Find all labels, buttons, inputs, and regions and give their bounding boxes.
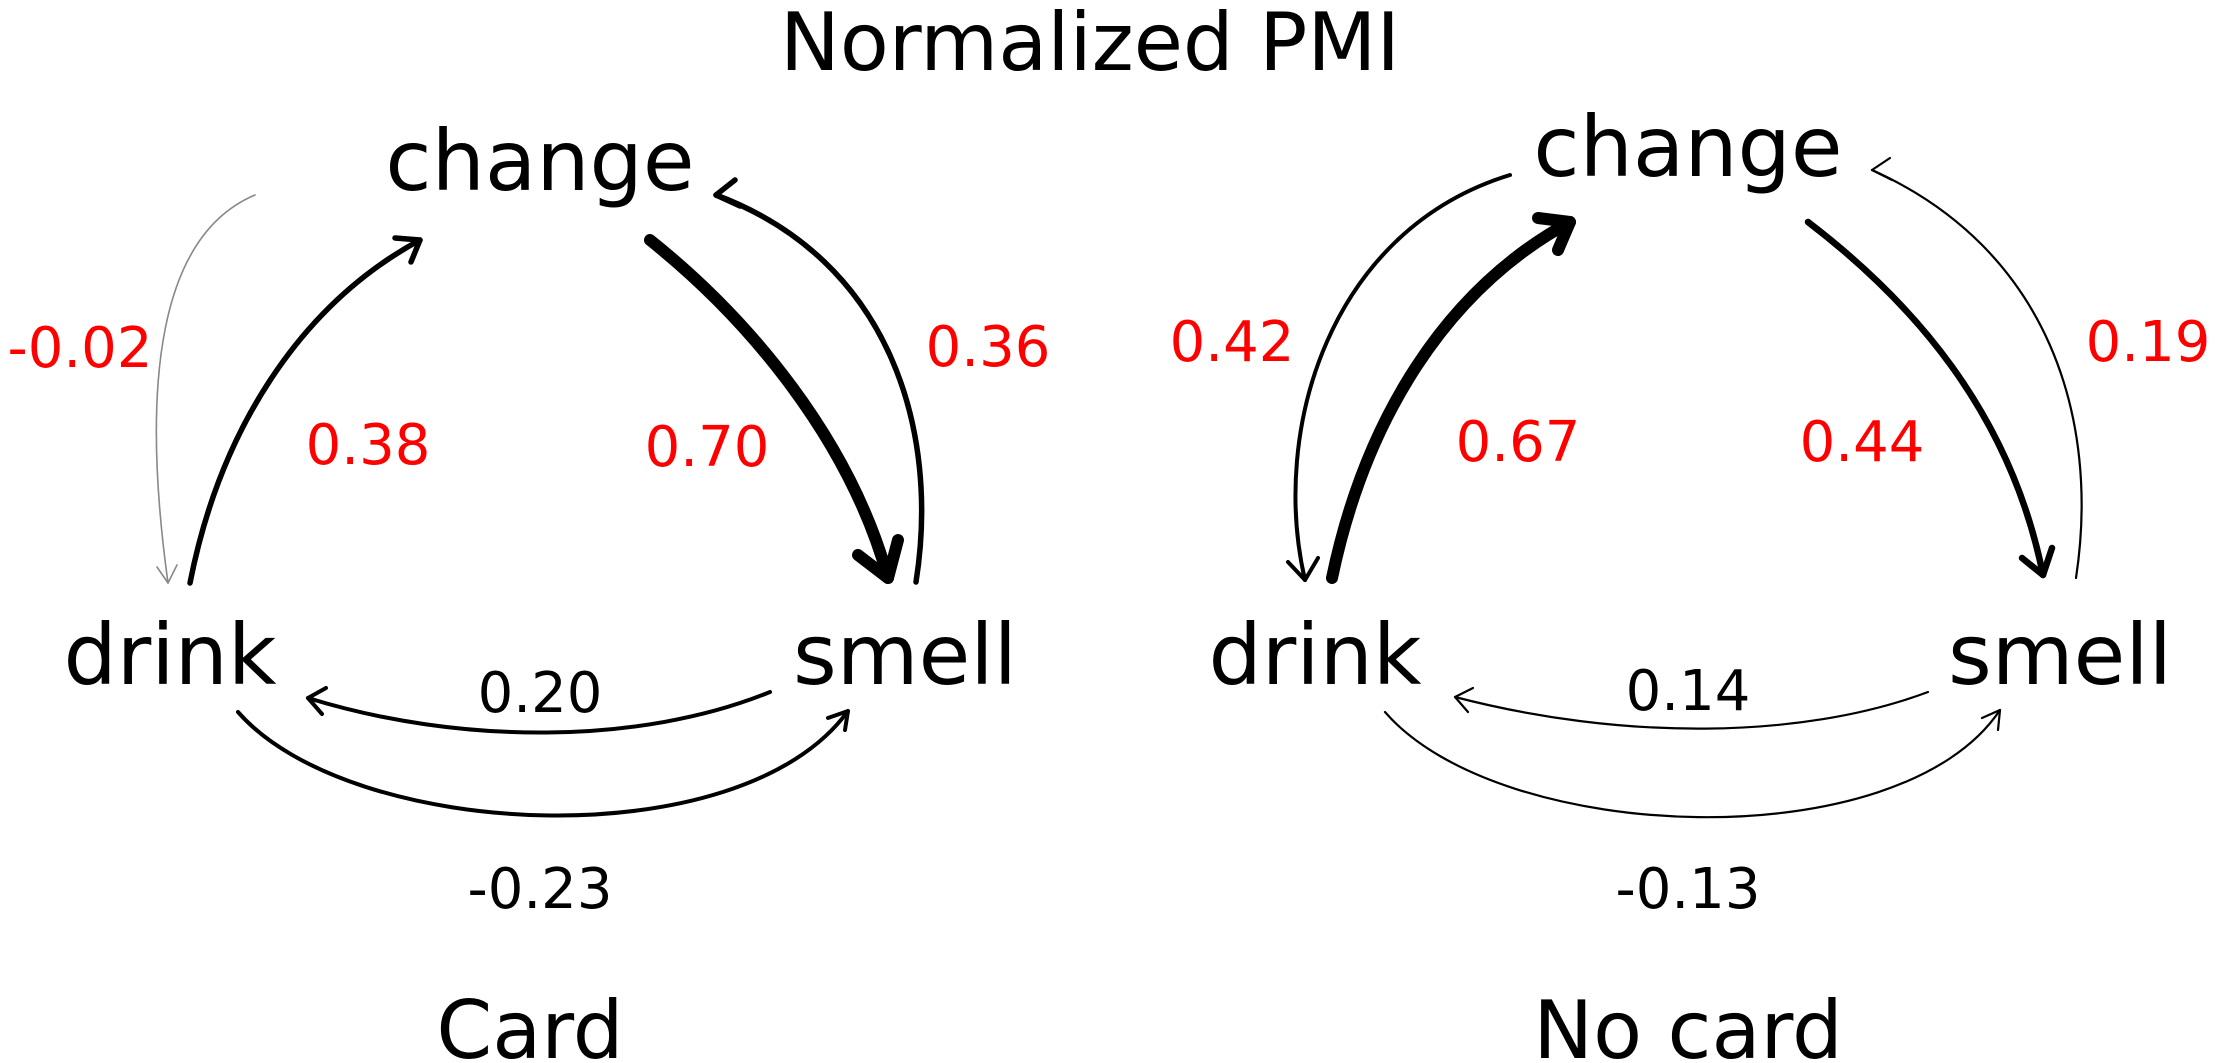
edge-label-change-to-drink: 0.42 <box>1170 310 1295 375</box>
edge-label-smell-to-change: 0.36 <box>926 315 1051 380</box>
node-smell: smell <box>1948 606 2172 704</box>
edge-drink-to-change <box>1326 216 1576 584</box>
arrowhead-change-to-smell <box>2018 544 2056 579</box>
edge-change-to-smell <box>1804 218 2047 579</box>
arrowhead-drink-to-change <box>1532 212 1576 256</box>
arrowhead-smell-to-change <box>713 177 743 209</box>
edge-smell-to-change <box>713 192 925 585</box>
arrowhead-smell-to-change <box>1870 156 1894 182</box>
node-smell: smell <box>793 606 1017 704</box>
node-change: change <box>385 112 694 210</box>
edge-drink-to-smell <box>236 709 850 818</box>
panel-no-card: change drink smell 0.42 0.67 0.44 0.19 0… <box>1170 98 2211 1063</box>
edge-label-drink-to-smell: -0.23 <box>468 857 613 922</box>
edge-label-change-to-drink: -0.02 <box>8 316 153 381</box>
edge-label-smell-to-drink: 0.14 <box>1626 659 1751 724</box>
node-drink: drink <box>1208 606 1421 704</box>
arrowhead-change-to-drink <box>1286 556 1320 582</box>
arrowhead-change-to-smell <box>852 534 904 584</box>
edge-smell-to-drink <box>1453 690 1930 730</box>
edge-smell-to-drink <box>306 690 772 735</box>
edge-label-change-to-smell: 0.70 <box>645 415 770 480</box>
edge-label-drink-to-change: 0.67 <box>1456 410 1581 475</box>
panel-label-no-card: No card <box>1533 984 1843 1063</box>
panel-label-card: Card <box>436 984 623 1063</box>
edge-label-smell-to-drink: 0.20 <box>478 661 603 726</box>
edge-label-drink-to-smell: -0.13 <box>1616 857 1761 922</box>
node-drink: drink <box>63 606 276 704</box>
figure-title: Normalized PMI <box>780 0 1400 89</box>
edge-change-to-drink <box>155 194 256 584</box>
arrowhead-smell-to-drink <box>306 686 328 716</box>
edge-drink-to-smell <box>1383 708 2002 819</box>
edge-label-smell-to-change: 0.19 <box>2086 310 2211 375</box>
arrowhead-change-to-drink <box>156 564 178 584</box>
arrowhead-smell-to-drink <box>1453 686 1475 714</box>
arrowhead-drink-to-smell <box>1980 708 2002 732</box>
arrowhead-drink-to-smell <box>826 709 850 732</box>
arrowhead-drink-to-change <box>392 235 423 265</box>
panel-card: change drink smell -0.02 0.38 0.70 0.36 … <box>8 112 1051 1063</box>
edge-label-drink-to-change: 0.38 <box>306 413 431 478</box>
node-change: change <box>1533 98 1842 196</box>
edge-change-to-drink <box>1293 173 1512 582</box>
edge-change-to-smell <box>644 234 894 584</box>
edge-drink-to-change <box>187 237 423 586</box>
edge-label-change-to-smell: 0.44 <box>1800 410 1925 475</box>
edge-smell-to-change <box>1870 168 2083 580</box>
